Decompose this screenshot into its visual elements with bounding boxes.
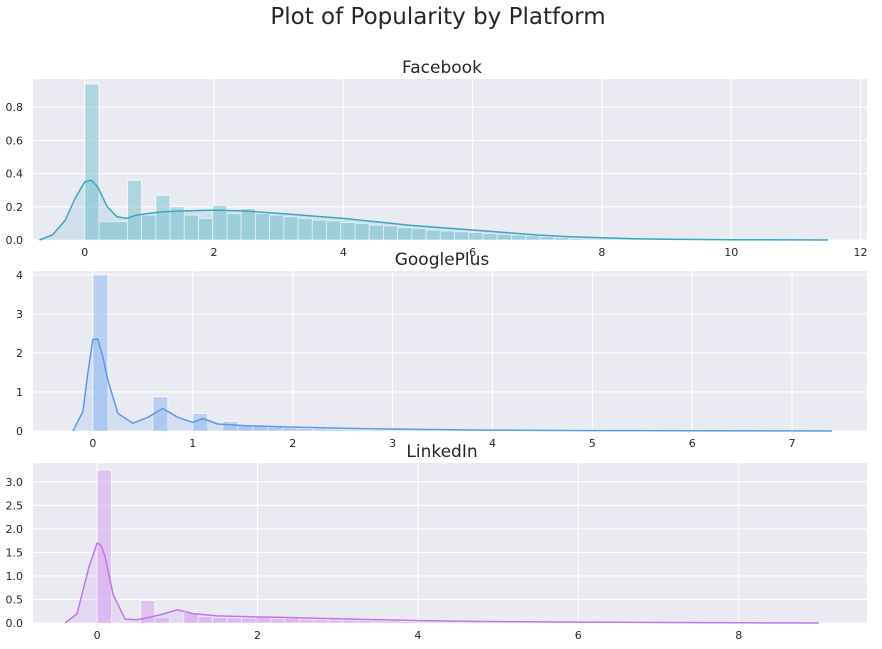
facebook-y-tick-label: 0.4 — [6, 168, 24, 181]
googleplus-x-tick-label: 6 — [689, 437, 696, 450]
linkedin-x-tick-label: 0 — [94, 629, 101, 642]
facebook-x-tick-label: 10 — [724, 246, 738, 259]
googleplus-x-tick-label: 7 — [789, 437, 796, 450]
googleplus-hist-bar — [92, 274, 109, 432]
facebook-title: Facebook — [402, 58, 482, 78]
linkedin-y-tick-label: 2.5 — [6, 499, 24, 512]
facebook-subplot: 0 2 4 6 8 10 12 0.0 0.2 0.4 0.6 0.8 Facebook — [6, 58, 868, 259]
linkedin-y-tick-label: 1.5 — [6, 546, 24, 559]
facebook-hist-bar — [84, 83, 100, 241]
facebook-x-tick-label: 2 — [211, 246, 218, 259]
linkedin-x-tick-label: 4 — [414, 629, 421, 642]
linkedin-hist-bar — [399, 621, 416, 624]
facebook-kde-area — [39, 180, 829, 240]
facebook-x-tick-label: 4 — [340, 246, 347, 259]
facebook-y-tick-label: 0.2 — [6, 201, 24, 214]
googleplus-y-tick-label: 4 — [16, 269, 23, 282]
linkedin-y-tick-label: 3.0 — [6, 476, 24, 489]
googleplus-x-tick-label: 2 — [289, 437, 296, 450]
googleplus-y-tick-label: 2 — [16, 347, 23, 360]
facebook-hist-bar — [567, 237, 583, 241]
linkedin-hist-bar — [154, 616, 170, 624]
googleplus-hist-bar — [357, 429, 373, 432]
linkedin-x-tick-label: 6 — [575, 629, 582, 642]
figure-title: Plot of Popularity by Platform — [270, 4, 605, 30]
linkedin-kde-line — [64, 542, 819, 624]
googleplus-title: GooglePlus — [395, 250, 490, 270]
googleplus-x-tick-label: 1 — [189, 437, 196, 450]
googleplus-x-tick-label: 3 — [389, 437, 396, 450]
googleplus-x-tick-label: 4 — [489, 437, 496, 450]
googleplus-x-tick-label: 5 — [589, 437, 596, 450]
googleplus-x-tick-label: 0 — [89, 437, 96, 450]
facebook-x-tick-label: 8 — [598, 246, 605, 259]
googleplus-kde-line — [72, 338, 833, 432]
facebook-x-tick-label: 12 — [854, 246, 868, 259]
linkedin-x-tick-label: 2 — [254, 629, 261, 642]
facebook-y-tick-label: 0.6 — [6, 134, 24, 147]
facebook-y-tick-label: 0.8 — [6, 101, 24, 114]
googleplus-subplot: 0 1 2 3 4 5 6 7 0 1 2 3 4 GooglePlus — [16, 250, 867, 450]
facebook-y-tick-label: 0.0 — [6, 234, 24, 247]
linkedin-y-tick-label: 2.0 — [6, 523, 24, 536]
linkedin-title: LinkedIn — [406, 442, 477, 462]
linkedin-subplot: 0 2 4 6 8 0.0 0.5 1.0 1.5 2.0 2.5 3.0 LinkedIn — [6, 442, 867, 642]
linkedin-plot-area — [33, 463, 867, 623]
linkedin-y-tick-label: 1.0 — [6, 570, 24, 583]
facebook-x-tick-label: 0 — [81, 246, 88, 259]
googleplus-kde-area — [73, 339, 832, 431]
linkedin-hist-bar — [96, 469, 112, 624]
facebook-kde-line — [39, 179, 829, 241]
linkedin-x-tick-label: 8 — [735, 629, 742, 642]
linkedin-y-tick-label: 0.5 — [6, 593, 24, 606]
googleplus-y-tick-label: 1 — [16, 386, 23, 399]
facebook-hist-bar — [126, 179, 143, 241]
googleplus-plot-area — [33, 271, 867, 431]
googleplus-y-tick-label: 0 — [16, 425, 23, 438]
linkedin-y-tick-label: 0.0 — [6, 617, 24, 630]
googleplus-y-tick-label: 3 — [16, 308, 23, 321]
facebook-x-tick-label: 6 — [469, 246, 476, 259]
